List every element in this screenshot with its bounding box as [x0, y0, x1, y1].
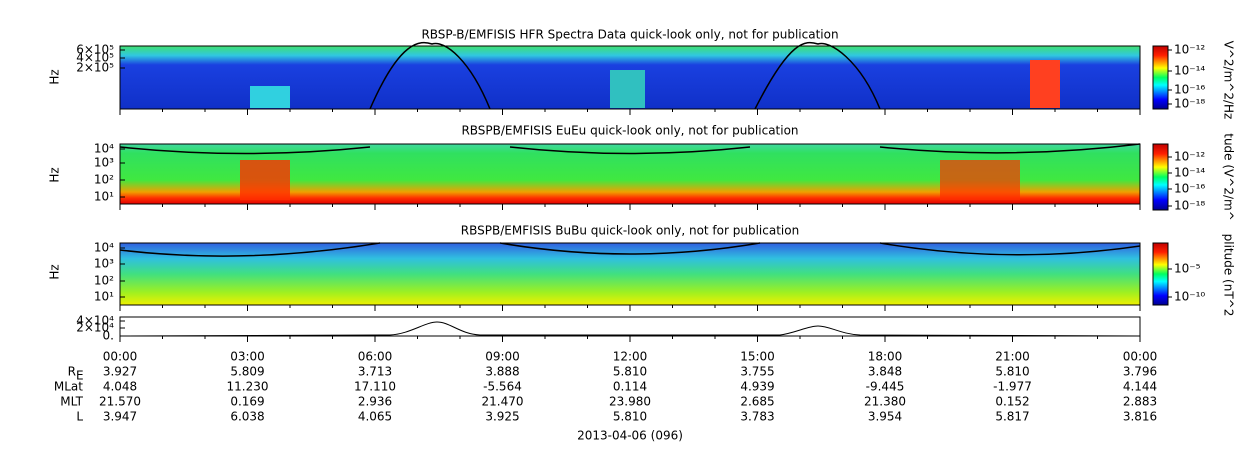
colorbar-tick-label: 10⁻¹² — [1174, 150, 1205, 164]
ephemeris-value: -9.445 — [866, 380, 905, 394]
ephemeris-value: 3.888 — [485, 365, 519, 379]
colorbar-tick-label: 10⁻¹⁸ — [1174, 199, 1205, 213]
ephemeris-value: 5.817 — [995, 410, 1029, 424]
date-label: 2013-04-06 (096) — [577, 429, 683, 443]
ephemeris-value: 21.380 — [864, 395, 906, 409]
time-label: 00:00 — [103, 350, 138, 364]
colorbar-tick-label: 10⁻¹⁴ — [1174, 166, 1205, 180]
time-label: 18:00 — [868, 350, 903, 364]
ephemeris-value: 0.114 — [613, 380, 647, 394]
ephemeris-value: 2.685 — [740, 395, 774, 409]
colorbar-tick-label: 10⁻¹⁶ — [1174, 182, 1205, 196]
time-label: 06:00 — [358, 350, 393, 364]
time-label: 03:00 — [230, 350, 265, 364]
y-tick-label: 10³ — [94, 156, 114, 170]
ephemeris-value: 3.925 — [485, 410, 519, 424]
time-label: 21:00 — [995, 350, 1030, 364]
ephemeris-value: 2.936 — [358, 395, 392, 409]
ephemeris-value: 3.947 — [103, 410, 137, 424]
y-tick-label: 10¹ — [94, 290, 114, 304]
ephemeris-value: 4.065 — [358, 410, 392, 424]
y-tick-label: 10¹ — [94, 190, 114, 204]
panel-title: RBSP-B/EMFISIS HFR Spectra Data quick-lo… — [421, 28, 838, 42]
ephemeris-value: 4.048 — [103, 380, 137, 394]
ephemeris-value: 5.810 — [613, 365, 647, 379]
ephemeris-value: 3.755 — [740, 365, 774, 379]
colorbar-tick-label: 10⁻¹⁸ — [1174, 97, 1205, 111]
ephemeris-value: 21.570 — [99, 395, 141, 409]
ephemeris-value: 5.810 — [995, 365, 1029, 379]
y-tick-label: 4×10⁴ — [76, 314, 114, 328]
ephemeris-label: MLat — [54, 380, 83, 394]
y-tick-label: 2×10⁵ — [76, 61, 114, 75]
ephemeris-value: 0.152 — [995, 395, 1029, 409]
ephemeris-value: 23.980 — [609, 395, 651, 409]
ephemeris-value: 3.954 — [868, 410, 902, 424]
colorbar-tick-label: 10⁻⁵ — [1174, 262, 1201, 276]
y-tick-label: 10² — [94, 173, 114, 187]
ephemeris-value: 0.169 — [230, 395, 264, 409]
panel-fills — [119, 41, 1169, 337]
panel-title: RBSPB/EMFISIS BuBu quick-look only, not … — [461, 224, 799, 238]
colorbar-label: V^2/m^2/Hz — [1222, 41, 1236, 120]
ephemeris-value: 3.783 — [740, 410, 774, 424]
ephemeris-value: 3.713 — [358, 365, 392, 379]
ephemeris-value: 5.810 — [613, 410, 647, 424]
ephemeris-value: 6.038 — [230, 410, 264, 424]
y-tick-label: 10⁴ — [94, 241, 114, 255]
y-tick-label: 10³ — [94, 257, 114, 271]
ephemeris-value: 21.470 — [482, 395, 524, 409]
ephemeris-value: 4.939 — [740, 380, 774, 394]
y-axis-label: Hz — [48, 69, 62, 84]
y-tick-label: 0. — [103, 329, 114, 343]
ephemeris-label: R — [68, 365, 76, 379]
ephemeris-value: 4.144 — [1123, 380, 1157, 394]
ephemeris-value: 2.883 — [1123, 395, 1157, 409]
y-axis-label: Hz — [48, 264, 62, 279]
colorbar-tick-label: 10⁻¹⁴ — [1174, 64, 1205, 78]
ephemeris-label: L — [76, 410, 83, 424]
y-tick-label: 6×10⁵ — [76, 43, 114, 57]
colorbar-tick-label: 10⁻¹⁶ — [1174, 83, 1205, 97]
ephemeris-value: -5.564 — [483, 380, 522, 394]
time-label: 09:00 — [485, 350, 520, 364]
colorbar-label: tude (V^2/m^ — [1222, 133, 1236, 221]
y-tick-label: 2×10⁴ — [76, 321, 114, 335]
time-label: 00:00 — [1123, 350, 1158, 364]
y-tick-label: 4×10⁵ — [76, 51, 114, 65]
colorbar-tick-label: 10⁻¹⁰ — [1174, 290, 1205, 304]
ephemeris-value: 5.809 — [230, 365, 264, 379]
ephemeris-label-sub: E — [76, 369, 84, 383]
panel-title: RBSPB/EMFISIS EuEu quick-look only, not … — [461, 124, 798, 138]
y-axis-label: Hz — [48, 167, 62, 182]
ephemeris-label: MLT — [60, 395, 83, 409]
ephemeris-value: 11.230 — [227, 380, 269, 394]
colorbar-tick-label: 10⁻¹² — [1174, 43, 1205, 57]
ephemeris-value: 3.796 — [1123, 365, 1157, 379]
ephemeris-value: 3.927 — [103, 365, 137, 379]
ephemeris-value: 17.110 — [354, 380, 396, 394]
ephemeris-value: 3.848 — [868, 365, 902, 379]
ephemeris-value: -1.977 — [993, 380, 1032, 394]
colorbar-label: plitude (nT^2 — [1222, 234, 1236, 317]
time-label: 12:00 — [613, 350, 648, 364]
ephemeris-value: 3.816 — [1123, 410, 1157, 424]
time-label: 15:00 — [740, 350, 775, 364]
y-tick-label: 10² — [94, 274, 114, 288]
y-tick-label: 10⁴ — [94, 142, 114, 156]
